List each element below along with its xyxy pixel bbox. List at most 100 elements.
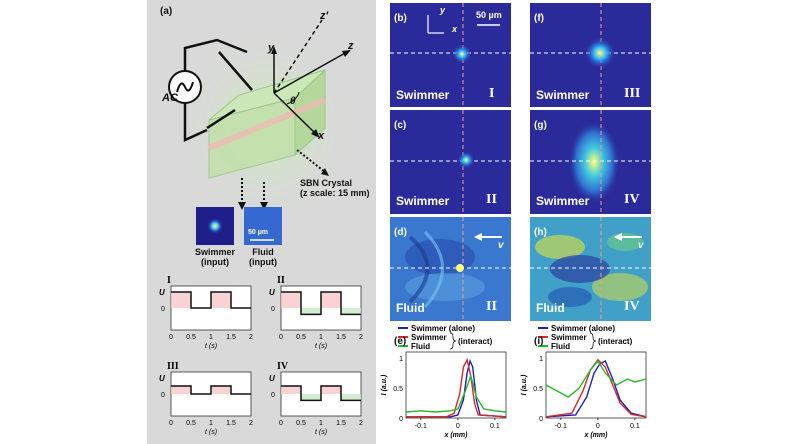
- waveform-1: IU 0 0 0.5 1 1.5 2 t (s): [159, 275, 253, 350]
- waveform-line: [171, 291, 251, 309]
- image-c: [390, 110, 511, 214]
- axis-x-label: x: [318, 130, 325, 142]
- image-d-roman: II: [486, 299, 497, 314]
- waveform-tick: 0: [169, 334, 173, 341]
- waveform-level: [171, 292, 191, 308]
- y-tick-label: 0.5: [393, 386, 403, 393]
- chart-e: -0.1 0 0.1 0 0.5 1 x (mm) I (a.u.) Swimmer (alon…: [381, 324, 507, 439]
- waveform-tick: 2: [359, 334, 363, 341]
- waveform-zero-label: 0: [161, 392, 165, 399]
- crystal-caption: SBN Crystal (z scale: 15 mm): [300, 178, 370, 198]
- image-b-label: Swimmer: [396, 88, 450, 102]
- waveform-zero-label: 0: [271, 392, 275, 399]
- waveform-u-label: U: [269, 288, 275, 297]
- waveform-u-label: U: [159, 288, 165, 297]
- panel-label-f: (f): [534, 13, 544, 24]
- image-g-label: Swimmer: [536, 194, 590, 208]
- image-d-label: Fluid: [396, 301, 425, 315]
- waveform-tick: 0: [169, 420, 173, 427]
- panel-label-i: (i): [534, 336, 544, 347]
- image-f-roman: III: [624, 86, 641, 101]
- swimmer-input-caption-2: (input): [201, 257, 229, 267]
- schematic-diagram: [168, 19, 362, 225]
- legend-entry: Fluid: [411, 342, 430, 351]
- image-h-velocity-label: v: [638, 240, 644, 251]
- beam: [207, 97, 327, 151]
- legend-brace: [589, 332, 597, 350]
- waveform-level: [341, 394, 361, 401]
- waveform-label: III: [167, 361, 179, 372]
- waveform-tick: 2: [359, 420, 363, 427]
- waveform-u-label: U: [269, 374, 275, 383]
- y-tick-label: 0.5: [533, 386, 543, 393]
- waveform-tick: 1: [319, 334, 323, 341]
- fluid-input-caption: Fluid (input): [236, 247, 290, 267]
- waveform-label: I: [167, 275, 171, 286]
- x-tick-label: -0.1: [555, 423, 567, 430]
- series-line: [405, 373, 507, 413]
- image-g-roman: IV: [624, 192, 640, 207]
- image-h-label: Fluid: [536, 301, 565, 315]
- waveform-label: IV: [277, 361, 289, 372]
- legend-brace: [449, 332, 457, 350]
- y-tick-label: 1: [539, 356, 543, 363]
- image-f-label: Swimmer: [536, 88, 590, 102]
- chart-i: -0.1 0 0.1 0 0.5 1 x (mm) I (a.u.) Swimmer (alon…: [521, 324, 647, 439]
- axis-z-label: z: [348, 40, 354, 52]
- waveform-label: II: [277, 275, 285, 286]
- image-c-label: Swimmer: [396, 194, 450, 208]
- x-tick-label: -0.1: [415, 423, 427, 430]
- crystal-caption-line2: (z scale: 15 mm): [300, 188, 370, 198]
- waveform-tick: 0.5: [186, 334, 196, 341]
- input-scale-bar-label: 50 µm: [248, 229, 268, 236]
- x-tick-label: 0.1: [490, 423, 500, 430]
- waveform-line: [281, 291, 361, 316]
- panel-label-b: (b): [394, 13, 407, 24]
- waveform-level: [341, 308, 361, 315]
- waveform-tick: 1: [209, 420, 213, 427]
- legend-entry: Swimmer (alone): [551, 324, 615, 333]
- x-tick-label: 0.1: [630, 423, 640, 430]
- waveform-level: [301, 394, 321, 401]
- image-g: [530, 110, 651, 214]
- waveform-line: [171, 385, 251, 395]
- crystal-caption-line1: SBN Crystal: [300, 178, 353, 188]
- fluid-input-caption-1: Fluid: [252, 247, 274, 257]
- y-axis-label: I (a.u.): [521, 374, 528, 395]
- waveform-tick: 0: [279, 420, 283, 427]
- waveform-2: IIU 0 0 0.5 1 1.5 2 t (s): [269, 275, 363, 350]
- image-h-roman: IV: [624, 299, 640, 314]
- image-b-roman: I: [489, 86, 495, 101]
- axis-z-line: [273, 51, 348, 94]
- legend-entry: Swimmer (alone): [411, 324, 475, 333]
- image-b-axis-x: x: [452, 24, 458, 34]
- swimmer-input-caption: Swimmer (input): [188, 247, 242, 267]
- x-axis-label: x (mm): [584, 432, 609, 439]
- waveform-tick: 1: [209, 334, 213, 341]
- y-axis-label: I (a.u.): [381, 374, 388, 395]
- theta-label: θ: [290, 96, 296, 107]
- waveform-level: [281, 386, 301, 394]
- swimmer-input-caption-1: Swimmer: [194, 247, 236, 257]
- image-b-axis-y: y: [440, 5, 446, 15]
- image-h: [530, 217, 651, 321]
- x-tick-label: 0: [596, 423, 600, 430]
- waveform-tick: 1.5: [226, 420, 236, 427]
- axis-zp-label: z′: [320, 10, 329, 22]
- series-line: [545, 359, 647, 398]
- panel-label-g: (g): [534, 120, 547, 131]
- image-b-scale-label: 50 µm: [476, 10, 502, 20]
- y-tick-label: 0: [399, 416, 403, 423]
- legend-interact-label: (interact): [458, 337, 493, 346]
- panel-label-e: (e): [394, 336, 407, 347]
- waveform-zero-label: 0: [161, 306, 165, 313]
- image-d-velocity-label: v: [498, 240, 504, 251]
- waveform-line: [281, 385, 361, 402]
- waveform-level: [211, 292, 231, 308]
- waveform-tick: 2: [249, 334, 253, 341]
- waveform-tick: 1.5: [226, 334, 236, 341]
- swimmer-input-image: [196, 207, 234, 245]
- image-b: [390, 3, 511, 107]
- waveform-level: [171, 386, 191, 394]
